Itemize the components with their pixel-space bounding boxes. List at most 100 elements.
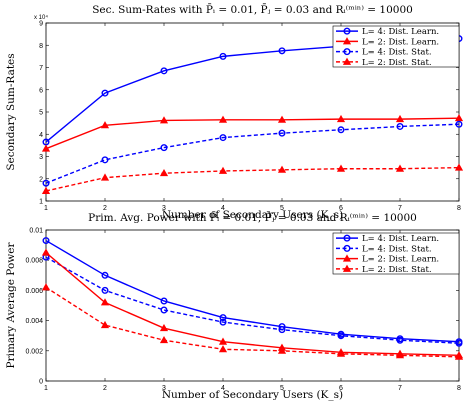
y-axis-label: Primary Average Power [5,242,17,369]
x-tick-label: 7 [398,205,402,212]
data-point [277,165,287,173]
series-1 [41,114,464,152]
data-point [41,186,51,194]
y-tick-label: 2 [39,176,43,183]
data-point [277,115,287,123]
data-point [41,283,51,291]
legend-marker [342,57,352,65]
data-point [336,349,346,357]
y-tick-label: 4 [39,132,43,139]
data-point [454,163,464,171]
data-point [219,134,227,142]
data-point [219,318,227,326]
legend: L= 4: Dist. Learn.L= 4: Dist. Stat.L= 2:… [332,232,460,275]
series-line [45,286,460,358]
y-tick-label: 0.008 [25,258,43,265]
data-point [218,337,228,345]
x-tick-label: 8 [457,205,461,212]
series-line [45,252,460,357]
legend-label: L= 4: Dist. Stat. [362,244,432,254]
data-point [42,179,50,187]
data-point [159,323,169,332]
series-3 [41,163,464,194]
legend-marker [343,48,351,56]
legend-marker [342,264,352,272]
series-line [45,123,460,184]
data-point [41,144,51,152]
x-tick-label: 7 [398,385,402,392]
y-tick-label: 0.01 [29,228,43,235]
data-point [395,164,405,172]
x-tick-label: 6 [339,385,343,392]
y-tick-label: 0 [39,379,43,386]
series-2 [42,120,463,187]
legend-label: L= 2: Dist. Stat. [362,58,432,68]
data-point [218,166,228,174]
legend-label: L= 4: Dist. Learn. [362,234,439,244]
data-point [101,271,109,279]
legend-label: L= 4: Dist. Stat. [362,48,432,58]
data-point [218,345,228,353]
legend-marker [343,244,351,252]
x-tick-label: 1 [44,385,48,392]
data-point [454,352,464,360]
x-axis-label: Number of Secondary Users (K_s) [162,389,343,401]
y-tick-label: 9 [39,21,43,28]
series-line [45,239,460,343]
data-point [278,326,286,334]
series-3 [41,283,464,360]
data-point [160,67,168,75]
data-point [396,336,404,344]
y-axis-label: Secondary Sum-Rates [5,53,17,170]
y-tick-label: 5 [39,110,43,117]
legend-label: L= 2: Dist. Learn. [362,255,439,265]
legend-marker [343,234,351,242]
legend-marker [343,27,351,35]
data-point [395,351,405,359]
data-point [100,173,110,181]
x-axis-label: Number of Secondary Users (K_s) [162,209,343,221]
data-point [278,47,286,55]
y-tick-label: 0.006 [25,288,43,295]
data-point [337,126,345,134]
data-point [160,297,168,305]
x-tick-label: 4 [221,205,225,212]
data-point [219,314,227,322]
data-point [396,122,404,130]
x-tick-label: 6 [339,205,343,212]
data-point [277,346,287,354]
data-point [159,336,169,344]
legend-label: L= 2: Dist. Stat. [362,265,432,275]
legend-box [332,232,460,275]
data-point [455,339,463,347]
data-point [455,120,463,128]
y-tick-label: 7 [39,65,43,72]
data-point [41,248,51,256]
x-tick-label: 4 [221,385,225,392]
series-line [45,256,460,344]
data-point [160,306,168,314]
data-point [337,332,345,340]
legend-marker [342,254,352,262]
x-tick-label: 1 [44,205,48,212]
y-tick-label: 1 [39,199,43,206]
data-point [219,52,227,60]
data-point [101,89,109,97]
x-tick-label: 2 [103,385,107,392]
series-line [45,117,460,150]
legend-marker [342,37,352,45]
data-point [159,116,169,124]
data-point [160,144,168,152]
x-tick-label: 8 [457,385,461,392]
data-point [101,286,109,294]
x-tick-label: 2 [103,205,107,212]
y-tick-label: 0.002 [25,348,43,355]
legend-label: L= 2: Dist. Learn. [362,37,439,47]
legend: L= 4: Dist. Learn.L= 2: Dist. Learn.L= 4… [332,25,460,68]
x-tick-label: 5 [280,205,284,212]
data-point [336,164,346,172]
data-point [159,168,169,177]
x-tick-label: 5 [280,385,284,392]
bottom-chart-primary-power: Prim. Avg. Power with P̄ᵢ = 0.01, P̄ⱼ = … [5,211,464,401]
